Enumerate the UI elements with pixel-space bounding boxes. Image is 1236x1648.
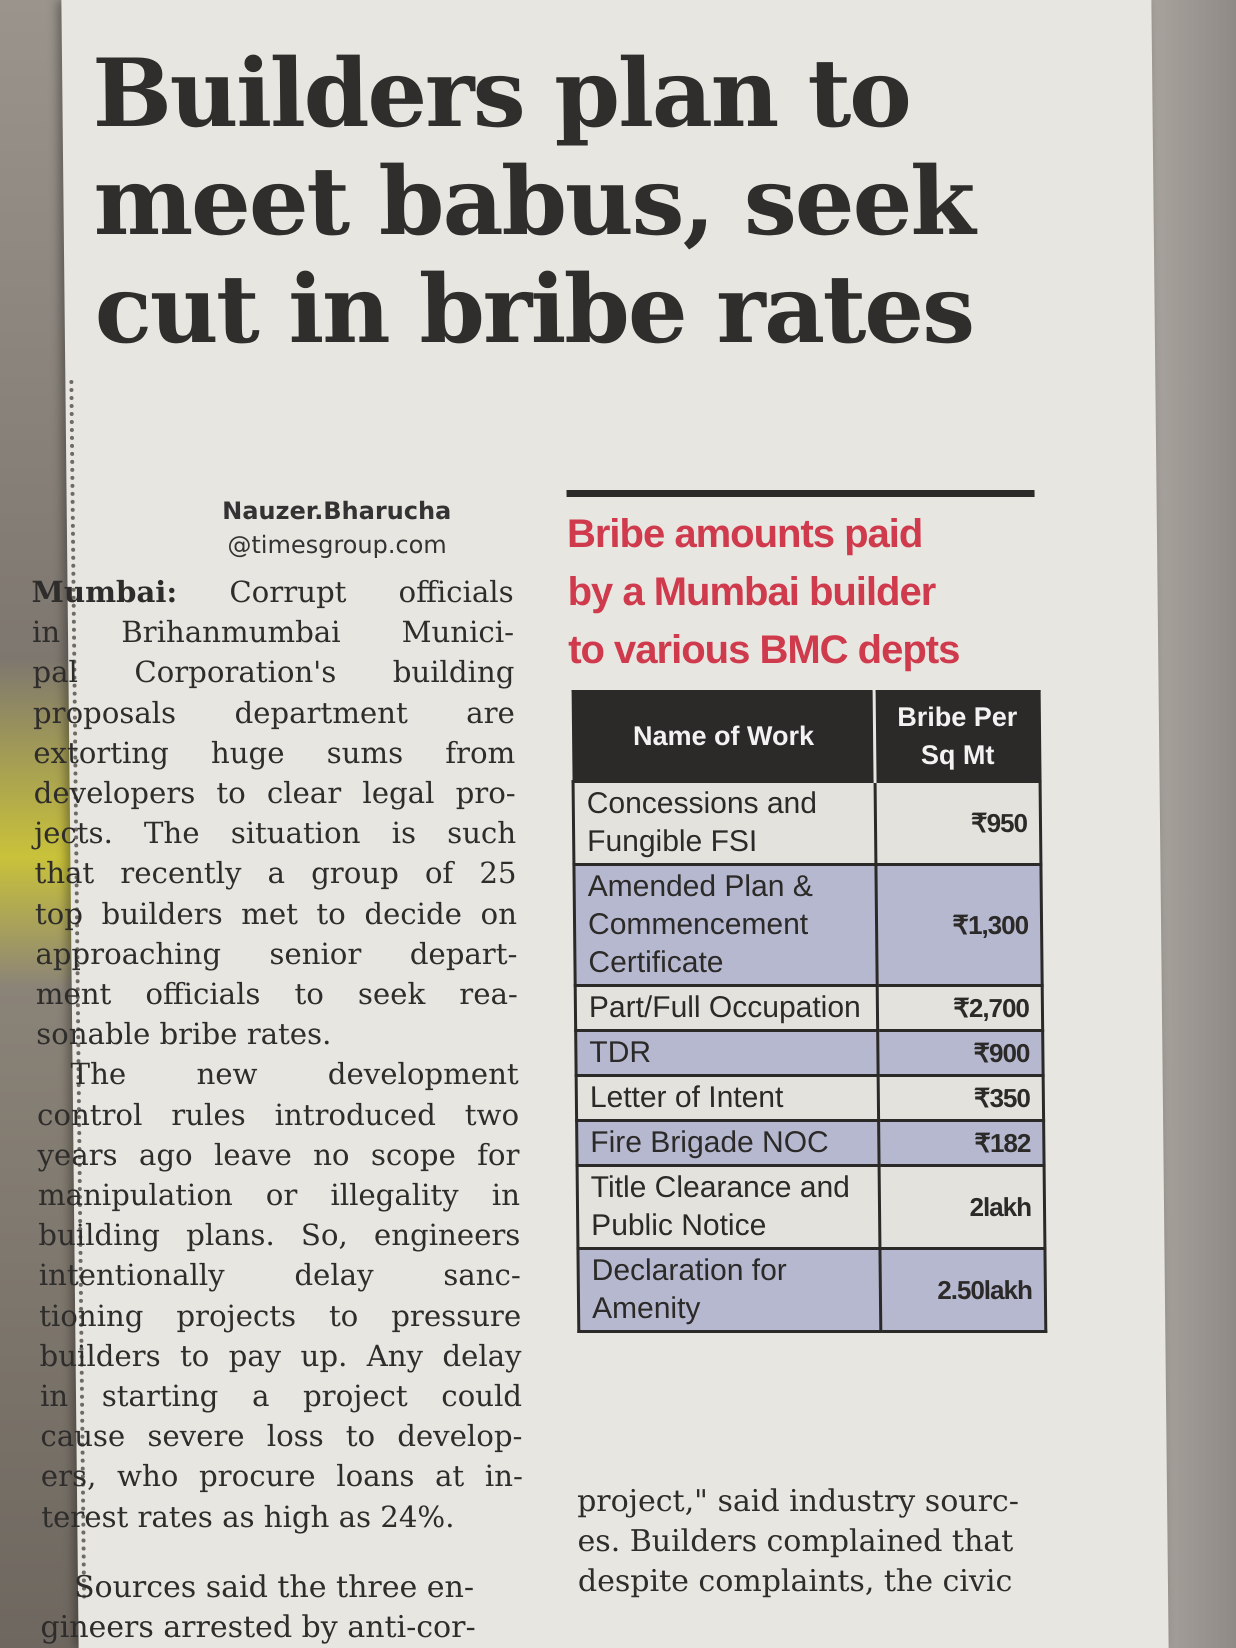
work-cell: Title Clearance and Public Notice [577, 1165, 881, 1249]
table-row: Declaration for Amenity 2.50lakh [577, 1248, 1046, 1332]
story-line: ment officials to seek rea- [35, 977, 518, 1012]
amount-cell: ₹2,700 [877, 985, 1043, 1031]
story-line: approaching senior depart- [35, 936, 518, 971]
header-name-of-work: Name of Work [572, 691, 876, 782]
story-line: The new development [70, 1057, 519, 1092]
story-line: es. Builders complained that [577, 1524, 1014, 1559]
work-cell: Letter of Intent [576, 1075, 879, 1121]
work-cell: TDR [575, 1030, 879, 1076]
dateline: Mumbai: [31, 575, 178, 609]
story-line: in starting a project could [39, 1379, 523, 1414]
table-row: Fire Brigade NOC ₹182 [576, 1120, 1045, 1166]
story-line: jects. The situation is such [33, 816, 517, 851]
story-line: pal Corporation's building [32, 655, 515, 690]
table-header-row: Name of Work Bribe Per Sq Mt [572, 691, 1041, 782]
story-line: tioning projects to pressure [38, 1298, 522, 1333]
story-line: Sources said the three en- [73, 1570, 475, 1605]
story-line: years ago leave no scope for [37, 1137, 520, 1172]
headline-line: cut in bribe rates [94, 255, 974, 365]
story-line: proposals department are [32, 695, 516, 730]
story-line: intentionally delay sanc- [38, 1258, 521, 1293]
amount-cell: 2lakh [879, 1165, 1045, 1249]
factbox-title-line: to various BMC depts [567, 628, 960, 672]
story-line: sonable bribe rates. [36, 1017, 332, 1052]
story-line: that recently a group of 25 [34, 856, 517, 891]
table-row: Concessions and Fungible FSI ₹950 [573, 781, 1041, 865]
amount-cell: ₹350 [878, 1075, 1044, 1121]
story-continued-right: project," said industry sourc- es. Build… [577, 1482, 1078, 1602]
story-line: building plans. So, engineers [38, 1218, 521, 1253]
story-line: Corrupt officials [229, 575, 514, 609]
story-line: manipulation or illegality in [37, 1178, 521, 1213]
story-line: top builders met to decide on [34, 896, 518, 931]
story-line: project," said industry sourc- [576, 1484, 1020, 1519]
header-bribe-per-sq-mt: Bribe Per Sq Mt [874, 691, 1041, 782]
story-line: terest rates as high as 24%. [41, 1499, 455, 1534]
story-line: gineers arrested by anti-cor- [40, 1610, 476, 1645]
story-line: control rules introduced two [36, 1097, 520, 1132]
amount-cell: ₹182 [878, 1120, 1045, 1166]
amount-cell: ₹950 [875, 781, 1041, 865]
newspaper-clipping: Builders plan to meet babus, seek cut in… [31, 0, 1169, 1648]
byline-email: @timesgroup.com [227, 531, 447, 559]
factbox-title-line: Bribe amounts paid [566, 512, 923, 556]
factbox-title: Bribe amounts paid by a Mumbai builder t… [567, 505, 1049, 679]
byline: Nauzer.Bharucha @timesgroup.com [177, 494, 498, 562]
work-cell: Amended Plan & Commencement Certificate [573, 864, 878, 986]
factbox-rule [566, 490, 1035, 497]
story-line: ers, who procure loans at in- [40, 1459, 524, 1494]
story-line: despite complaints, the civic [577, 1564, 1013, 1599]
work-cell: Fire Brigade NOC [576, 1120, 880, 1166]
table-row: Amended Plan & Commencement Certificate … [573, 864, 1043, 986]
headline-line: meet babus, seek [92, 147, 975, 257]
story-line: developers to clear legal pro- [33, 776, 516, 811]
table-row: Title Clearance and Public Notice 2lakh [577, 1165, 1045, 1249]
story-line: extorting huge sums from [33, 735, 516, 770]
story-line: cause severe loss to develop- [40, 1419, 523, 1454]
table-row: TDR ₹900 [575, 1030, 1044, 1076]
table-row: Letter of Intent ₹350 [576, 1075, 1044, 1121]
amount-cell: ₹1,300 [876, 864, 1043, 986]
work-cell: Part/Full Occupation [575, 985, 879, 1031]
factbox-title-line: by a Mumbai builder [567, 570, 936, 614]
story-line: in Brihanmumbai Munici- [31, 615, 515, 650]
headline-line: Builders plan to [91, 39, 911, 149]
story-column: Mumbai: Corrupt officials in Brihanmumba… [31, 572, 523, 1537]
story-line: builders to pay up. Any delay [39, 1338, 522, 1373]
amount-cell: ₹900 [878, 1030, 1044, 1076]
amount-cell: 2.50lakh [880, 1248, 1046, 1332]
story-continued-left: Sources said the three en- gineers arres… [40, 1568, 521, 1648]
byline-name: Nauzer.Bharucha [221, 497, 452, 525]
work-cell: Declaration for Amenity [577, 1248, 882, 1332]
bribe-table: Name of Work Bribe Per Sq Mt Concessions… [571, 690, 1048, 1333]
table-row: Part/Full Occupation ₹2,700 [575, 985, 1043, 1031]
headline: Builders plan to meet babus, seek cut in… [91, 39, 1145, 365]
work-cell: Concessions and Fungible FSI [573, 781, 877, 865]
